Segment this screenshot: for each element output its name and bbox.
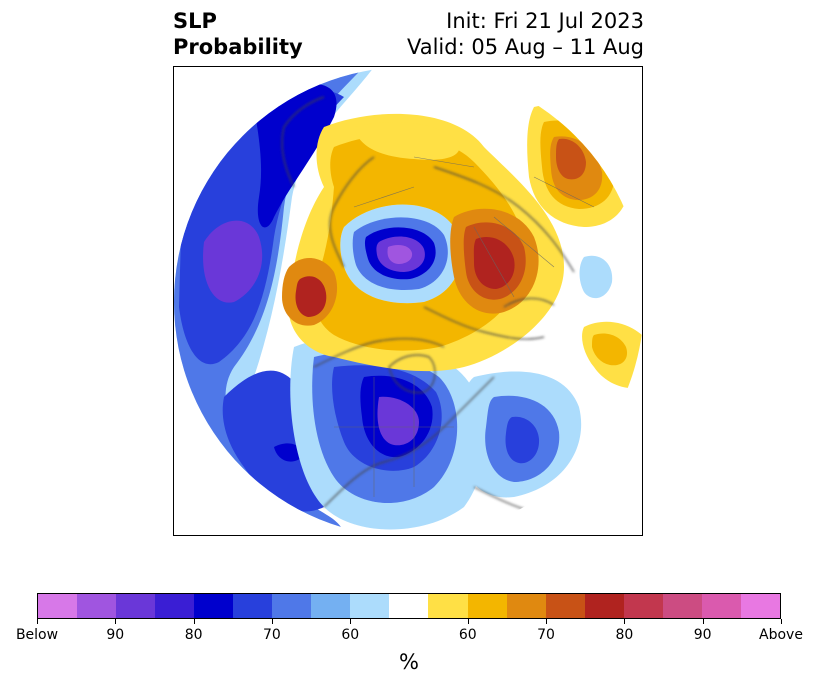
russia-high-80 bbox=[473, 237, 515, 289]
colorbar-swatch bbox=[701, 594, 741, 618]
colorbar-swatch bbox=[233, 594, 273, 618]
colorbar-swatch bbox=[506, 594, 546, 618]
colorbar-swatch bbox=[545, 594, 585, 618]
map-dates: Init: Fri 21 Jul 2023 Valid: 05 Aug – 11… bbox=[407, 8, 644, 60]
pacific-low-85 bbox=[203, 220, 263, 303]
colorbar-tick-label: 80 bbox=[184, 627, 203, 643]
colorbar-tick-label: 70 bbox=[263, 627, 281, 643]
colorbar-tick-label: 80 bbox=[615, 627, 634, 643]
bering-low bbox=[274, 443, 303, 462]
siberia-high-75 bbox=[556, 138, 586, 180]
colorbar-swatch bbox=[311, 594, 351, 618]
title-variable: SLP bbox=[173, 9, 217, 33]
colorbar-tick bbox=[193, 619, 195, 624]
colorbar-swatch bbox=[38, 594, 78, 618]
atlantic-low-75 bbox=[505, 416, 540, 464]
colorbar-tick-label: Above bbox=[759, 627, 803, 643]
pacific-low-80 bbox=[254, 83, 337, 228]
title-field: Probability bbox=[173, 35, 303, 59]
colorbar-swatch bbox=[428, 594, 468, 618]
colorbar-tick bbox=[624, 619, 626, 624]
colorbar-tick-label: 70 bbox=[537, 627, 555, 643]
med-high-65 bbox=[592, 333, 628, 366]
colorbar-units: % bbox=[399, 650, 419, 674]
map-title: SLP Probability bbox=[173, 8, 303, 60]
colorbar-tick bbox=[271, 619, 273, 624]
colorbar-swatch bbox=[350, 594, 390, 618]
colorbar-swatch bbox=[740, 594, 780, 618]
central-asia-low bbox=[579, 255, 613, 299]
colorbar-tick bbox=[350, 619, 352, 624]
colorbar-tick bbox=[702, 619, 704, 624]
borders bbox=[334, 156, 595, 497]
colorbar-tick-label: 60 bbox=[458, 627, 477, 643]
colorbar-swatch bbox=[155, 594, 195, 618]
valid-range: Valid: 05 Aug – 11 Aug bbox=[406, 35, 644, 59]
namerica-low-85 bbox=[377, 396, 419, 446]
init-date: Init: Fri 21 Jul 2023 bbox=[446, 9, 644, 33]
colorbar-swatch bbox=[77, 594, 117, 618]
probability-field bbox=[174, 67, 642, 535]
colorbar-tick bbox=[467, 619, 469, 624]
arctic-low-90 bbox=[387, 245, 413, 264]
colorbar-tick bbox=[781, 619, 782, 624]
polar-map bbox=[174, 67, 642, 535]
colorbar-swatch bbox=[194, 594, 234, 618]
probability-colorbar bbox=[37, 593, 781, 619]
map-panel bbox=[173, 66, 643, 536]
colorbar-swatch bbox=[467, 594, 507, 618]
colorbar-swatch bbox=[584, 594, 624, 618]
colorbar-tick bbox=[115, 619, 117, 624]
colorbar-tick-label: 60 bbox=[341, 627, 360, 643]
north-fringe-60 bbox=[354, 122, 460, 160]
colorbar-tick-label: 90 bbox=[106, 627, 125, 643]
colorbar-tick-label: 90 bbox=[693, 627, 712, 643]
colorbar-tick-label: Below bbox=[15, 627, 59, 643]
colorbar-tick bbox=[37, 619, 38, 624]
colorbar-swatch bbox=[116, 594, 156, 618]
nw-high-80 bbox=[295, 276, 327, 317]
colorbar-swatch bbox=[662, 594, 702, 618]
colorbar-swatch bbox=[623, 594, 663, 618]
colorbar-swatch bbox=[272, 594, 312, 618]
colorbar-tick bbox=[546, 619, 548, 624]
colorbar-swatch bbox=[389, 594, 429, 618]
